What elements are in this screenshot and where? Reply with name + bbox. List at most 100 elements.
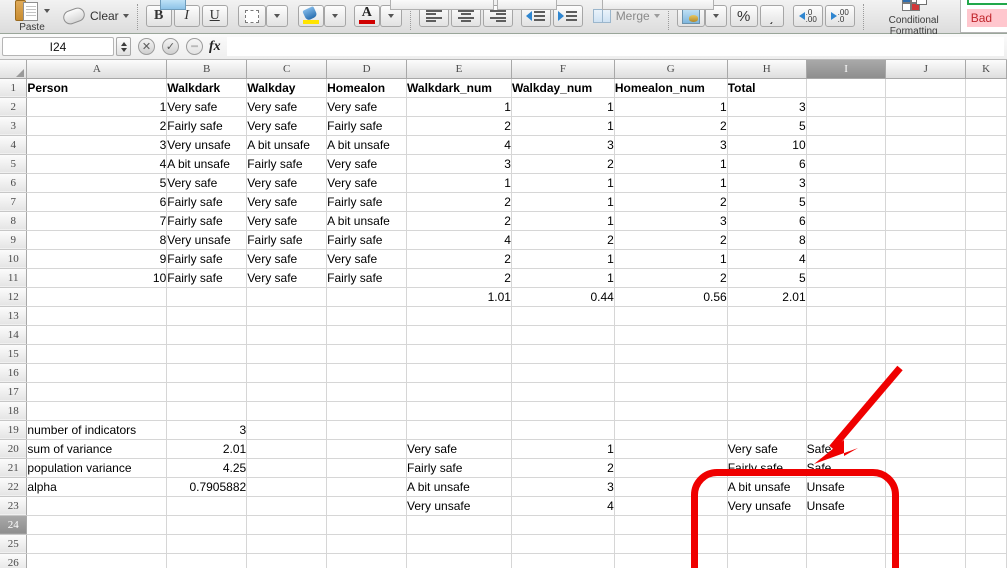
cell-F11[interactable]: 1 bbox=[511, 268, 615, 288]
cell-J2[interactable] bbox=[885, 97, 967, 117]
cell-B6[interactable]: Very safe bbox=[166, 173, 248, 193]
cell-F14[interactable] bbox=[511, 325, 615, 345]
column-header-b[interactable]: B bbox=[166, 60, 248, 79]
row-header-5[interactable]: 5 bbox=[0, 154, 28, 174]
cell-D12[interactable] bbox=[326, 287, 408, 307]
cell-A22[interactable]: alpha bbox=[26, 477, 168, 497]
cell-C2[interactable]: Very safe bbox=[246, 97, 328, 117]
cell-K11[interactable] bbox=[965, 268, 1007, 288]
cell-F25[interactable] bbox=[511, 534, 615, 554]
cell-B20[interactable]: 2.01 bbox=[166, 439, 248, 459]
row-header-9[interactable]: 9 bbox=[0, 230, 28, 250]
cell-D3[interactable]: Fairly safe bbox=[326, 116, 408, 136]
cell-E16[interactable] bbox=[406, 363, 512, 383]
cell-B17[interactable] bbox=[166, 382, 248, 402]
row-header-25[interactable]: 25 bbox=[0, 534, 28, 554]
cell-I14[interactable] bbox=[806, 325, 887, 345]
cell-F10[interactable]: 1 bbox=[511, 249, 615, 269]
cell-G7[interactable]: 2 bbox=[614, 192, 728, 212]
cell-H21[interactable]: Fairly safe bbox=[727, 458, 807, 478]
cell-F23[interactable]: 4 bbox=[511, 496, 615, 516]
cell-K21[interactable] bbox=[965, 458, 1007, 478]
cell-G24[interactable] bbox=[614, 515, 728, 535]
cell-G12[interactable]: 0.56 bbox=[614, 287, 728, 307]
cell-J3[interactable] bbox=[885, 116, 967, 136]
cell-F3[interactable]: 1 bbox=[511, 116, 615, 136]
row-header-16[interactable]: 16 bbox=[0, 363, 28, 383]
cell-H16[interactable] bbox=[727, 363, 807, 383]
cell-J17[interactable] bbox=[885, 382, 967, 402]
row-header-15[interactable]: 15 bbox=[0, 344, 28, 364]
cell-K17[interactable] bbox=[965, 382, 1007, 402]
cell-G22[interactable] bbox=[614, 477, 728, 497]
cell-A8[interactable]: 7 bbox=[26, 211, 168, 231]
font-size-box-stub[interactable] bbox=[497, 0, 557, 10]
cell-I8[interactable] bbox=[806, 211, 887, 231]
cell-H25[interactable] bbox=[727, 534, 807, 554]
clear-button[interactable]: Clear bbox=[61, 5, 129, 27]
chevron-down-icon[interactable] bbox=[44, 8, 50, 13]
row-header-4[interactable]: 4 bbox=[0, 135, 28, 155]
cell-C1[interactable]: Walkday bbox=[246, 78, 328, 98]
cell-H3[interactable]: 5 bbox=[727, 116, 807, 136]
cell-F17[interactable] bbox=[511, 382, 615, 402]
cell-E2[interactable]: 1 bbox=[406, 97, 512, 117]
cell-C16[interactable] bbox=[246, 363, 328, 383]
row-header-10[interactable]: 10 bbox=[0, 249, 28, 269]
cell-G11[interactable]: 2 bbox=[614, 268, 728, 288]
cell-A11[interactable]: 10 bbox=[26, 268, 168, 288]
cell-J1[interactable] bbox=[885, 78, 967, 98]
cell-E5[interactable]: 3 bbox=[406, 154, 512, 174]
cell-K1[interactable] bbox=[965, 78, 1007, 98]
cell-I22[interactable]: Unsafe bbox=[806, 477, 887, 497]
cell-K22[interactable] bbox=[965, 477, 1007, 497]
currency-dropdown[interactable] bbox=[704, 5, 727, 27]
cell-C8[interactable]: Very safe bbox=[246, 211, 328, 231]
cell-B3[interactable]: Fairly safe bbox=[166, 116, 248, 136]
cell-A13[interactable] bbox=[26, 306, 168, 326]
cell-I17[interactable] bbox=[806, 382, 887, 402]
cell-D14[interactable] bbox=[326, 325, 408, 345]
cell-K13[interactable] bbox=[965, 306, 1007, 326]
cell-F2[interactable]: 1 bbox=[511, 97, 615, 117]
cell-B18[interactable] bbox=[166, 401, 248, 421]
cell-F22[interactable]: 3 bbox=[511, 477, 615, 497]
cell-K20[interactable] bbox=[965, 439, 1007, 459]
cell-K9[interactable] bbox=[965, 230, 1007, 250]
style-good-swatch[interactable] bbox=[966, 0, 1007, 5]
cell-G2[interactable]: 1 bbox=[614, 97, 728, 117]
cell-H8[interactable]: 6 bbox=[727, 211, 807, 231]
cell-E13[interactable] bbox=[406, 306, 512, 326]
cell-I23[interactable]: Unsafe bbox=[806, 496, 887, 516]
cell-C3[interactable]: Very safe bbox=[246, 116, 328, 136]
cell-D24[interactable] bbox=[326, 515, 408, 535]
cell-D1[interactable]: Homealon bbox=[326, 78, 408, 98]
cell-H22[interactable]: A bit unsafe bbox=[727, 477, 807, 497]
paste-button[interactable]: Paste bbox=[5, 0, 59, 33]
cell-E4[interactable]: 4 bbox=[406, 135, 512, 155]
cell-E1[interactable]: Walkdark_num bbox=[406, 78, 512, 98]
cell-H1[interactable]: Total bbox=[727, 78, 807, 98]
cell-H19[interactable] bbox=[727, 420, 807, 440]
cell-A3[interactable]: 2 bbox=[26, 116, 168, 136]
underline-button[interactable]: U bbox=[201, 5, 228, 27]
cell-B12[interactable] bbox=[166, 287, 248, 307]
cell-J20[interactable] bbox=[885, 439, 967, 459]
cell-G10[interactable]: 1 bbox=[614, 249, 728, 269]
cell-I13[interactable] bbox=[806, 306, 887, 326]
cell-G18[interactable] bbox=[614, 401, 728, 421]
cell-D4[interactable]: A bit unsafe bbox=[326, 135, 408, 155]
cell-A20[interactable]: sum of variance bbox=[26, 439, 168, 459]
cell-J21[interactable] bbox=[885, 458, 967, 478]
cell-J6[interactable] bbox=[885, 173, 967, 193]
cell-D21[interactable] bbox=[326, 458, 408, 478]
cell-D6[interactable]: Very safe bbox=[326, 173, 408, 193]
cell-E3[interactable]: 2 bbox=[406, 116, 512, 136]
format-painter-stub[interactable] bbox=[160, 0, 186, 10]
cell-G21[interactable] bbox=[614, 458, 728, 478]
cell-H6[interactable]: 3 bbox=[727, 173, 807, 193]
cell-F1[interactable]: Walkday_num bbox=[511, 78, 615, 98]
cell-K6[interactable] bbox=[965, 173, 1007, 193]
cell-F16[interactable] bbox=[511, 363, 615, 383]
cell-K8[interactable] bbox=[965, 211, 1007, 231]
